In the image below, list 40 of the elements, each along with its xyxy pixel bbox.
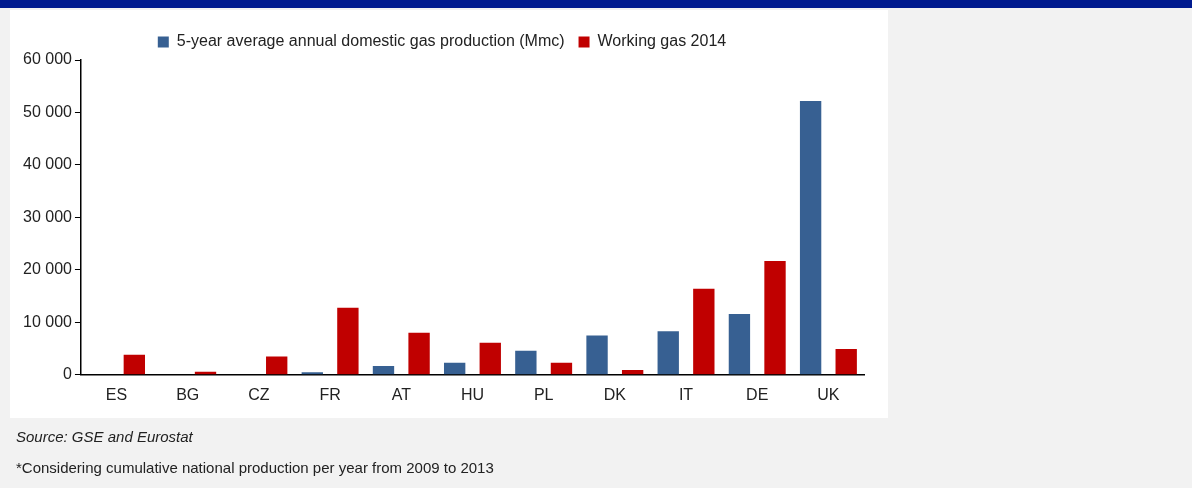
legend-label: Working gas 2014 [597,32,727,50]
x-tick-label: HU [460,385,485,403]
text: *Considering cumulative national production per year from 2009 to 2013 [16,459,494,476]
legend-label: 5-year average annual domestic gas production (Mmc) [176,32,565,50]
bar [372,365,395,375]
y-tick-label: 30 000 [23,207,73,225]
y-tick-label: 10 000 [23,312,73,330]
bar [550,362,573,375]
bar [408,332,430,375]
y-tick-label: 20 000 [23,260,73,278]
x-tick-label: CZ [248,385,270,403]
bar [835,349,857,375]
y-tick-label: 40 000 [23,155,73,173]
bar [515,350,537,375]
bar [621,370,644,375]
y-tick-label: 0 [63,365,73,383]
x-tick-label: IT [678,385,694,403]
bar [693,288,715,375]
x-tick-label: PL [533,385,554,403]
x-tick-label: ES [105,385,128,403]
bar [301,372,323,375]
bar [657,331,679,375]
bar [123,354,146,375]
x-tick-label: DK [603,385,627,403]
y-tick-label: 50 000 [23,102,73,120]
x-tick-label: DE [746,385,769,403]
bar [764,260,786,375]
x-tick-label: AT [391,385,412,403]
bar [728,313,751,375]
bar [443,362,466,375]
source-note: Source: GSE and Eurostat [16,428,194,445]
bar [337,307,359,375]
bar [586,335,608,375]
y-tick-label: 60 000 [23,50,73,68]
bar [479,342,501,375]
bar [799,100,822,375]
x-tick-label: UK [817,385,840,403]
bar [266,356,288,375]
x-tick-label: FR [319,385,341,403]
x-tick-label: BG [176,385,200,403]
